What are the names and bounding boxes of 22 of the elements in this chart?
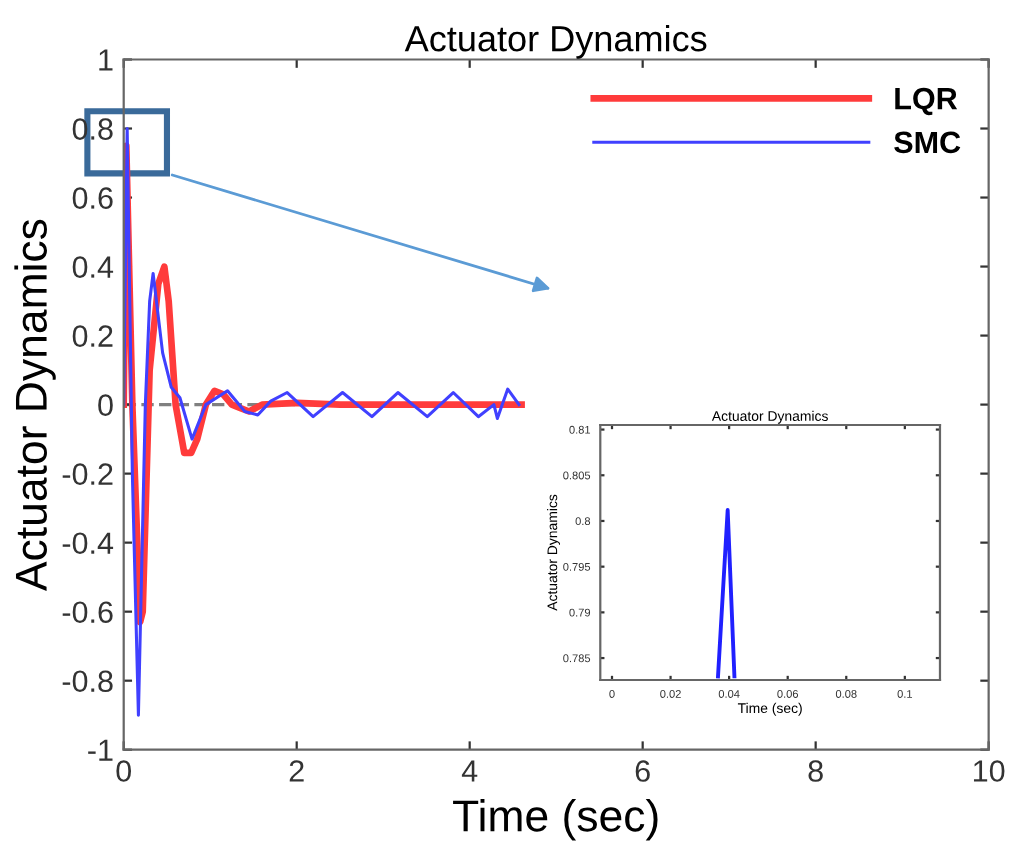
x-tick-label: 2	[289, 760, 304, 782]
x-axis-title: Time (sec)	[453, 799, 658, 841]
y-tick-label: -0.8	[62, 670, 113, 693]
y-tick-label: 1	[99, 49, 113, 71]
x-tick-label: 4	[461, 760, 478, 782]
y-axis-title: Actuator Dynamics	[14, 219, 56, 591]
y-tick-label: -0.2	[62, 463, 113, 485]
y-tick-label: 0.6	[72, 187, 113, 209]
y-tick-label: -0.4	[62, 532, 114, 555]
y-tick-label: -0.6	[62, 601, 113, 624]
x-tick-label: 10	[973, 760, 1005, 782]
x-tick-label: 0	[116, 760, 132, 782]
y-tick-label: -1	[88, 739, 113, 761]
line-series	[123, 126, 521, 717]
x-tick-label: 6	[635, 760, 650, 782]
x-tick-label: 8	[808, 760, 823, 782]
text: LQR	[895, 87, 958, 116]
text: SMC	[894, 131, 961, 154]
y-tick-label: 0.2	[72, 325, 113, 347]
y-tick-label: 0	[98, 394, 113, 416]
y-tick-label: 0.4	[72, 256, 114, 278]
chart-title: Actuator Dynamics	[404, 25, 707, 59]
